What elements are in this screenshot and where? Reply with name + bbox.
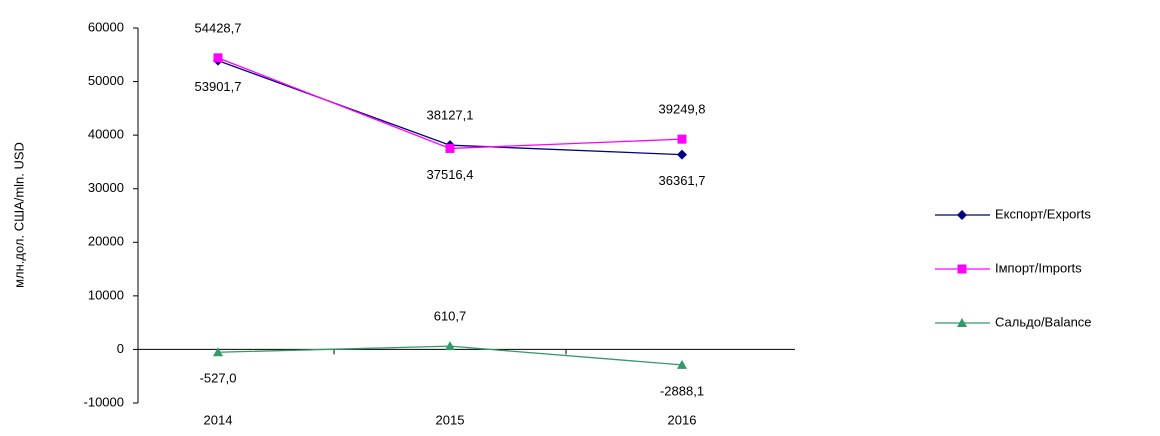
- y-tick-label: -10000: [84, 394, 124, 409]
- data-label: 39249,8: [659, 102, 706, 117]
- legend-label: Сальдо/Balance: [995, 314, 1092, 329]
- data-label: 53901,7: [195, 79, 242, 94]
- y-tick-label: 20000: [88, 234, 124, 249]
- y-tick-label: 10000: [88, 287, 124, 302]
- data-label: 610,7: [434, 309, 467, 324]
- series-line: [217, 57, 683, 150]
- legend-label: Імпорт/Imports: [995, 260, 1082, 275]
- data-label: -527,0: [200, 371, 237, 386]
- data-point: [445, 341, 455, 351]
- x-tick-label: 2016: [668, 412, 697, 427]
- x-tick-label: 2015: [436, 412, 465, 427]
- data-label: 38127,1: [427, 108, 474, 123]
- data-point: [677, 359, 687, 369]
- legend-marker: [957, 264, 967, 274]
- data-point: [677, 134, 687, 144]
- y-axis-label: млн.дол. США/mln. USD: [11, 142, 26, 288]
- legend-marker: [957, 210, 967, 220]
- data-label: 37516,4: [427, 167, 474, 182]
- x-tick-label: 2014: [204, 412, 233, 427]
- data-point: [213, 53, 223, 63]
- y-tick-label: 50000: [88, 73, 124, 88]
- y-tick-label: 40000: [88, 127, 124, 142]
- y-tick-label: 60000: [88, 19, 124, 34]
- legend-label: Експорт/Exports: [995, 206, 1091, 221]
- data-point: [213, 347, 223, 357]
- data-point: [445, 143, 455, 153]
- y-tick-label: 30000: [88, 180, 124, 195]
- data-label: 36361,7: [659, 173, 706, 188]
- data-point: [677, 149, 687, 160]
- legend-marker: [957, 318, 967, 327]
- data-label: 54428,7: [195, 20, 242, 35]
- y-tick-label: 0: [117, 341, 124, 356]
- data-label: -2888,1: [660, 383, 704, 398]
